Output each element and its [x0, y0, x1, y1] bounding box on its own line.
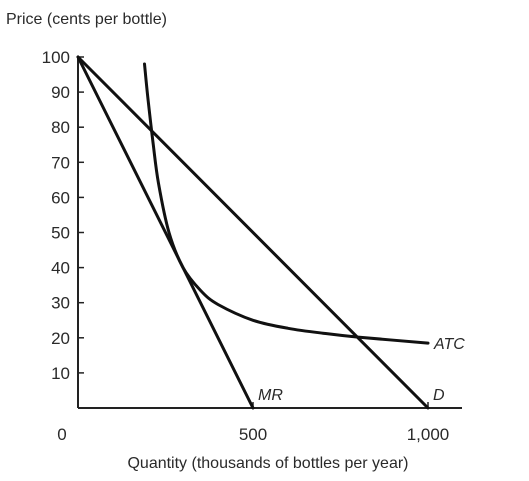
- d-curve: [76, 55, 430, 410]
- x-axis-title: Quantity (thousands of bottles per year): [127, 455, 408, 472]
- y-tick-label: 70: [51, 153, 70, 172]
- x-tick-label: 0: [57, 425, 66, 444]
- atc-curve-label: ATC: [433, 336, 465, 353]
- x-tick-label: 500: [239, 425, 267, 444]
- y-tick-label: 40: [51, 259, 70, 278]
- atc-curve: [143, 62, 430, 345]
- y-tick-label: 80: [51, 118, 70, 137]
- curve-group: [76, 55, 430, 410]
- y-tick-label: 50: [51, 224, 70, 243]
- y-tick-label: 90: [51, 83, 70, 102]
- x-tick-label: 1,000: [407, 425, 450, 444]
- d-curve-label: D: [433, 387, 445, 404]
- y-tick-label: 30: [51, 294, 70, 313]
- y-axis-title: Price (cents per bottle): [6, 11, 167, 28]
- mr-curve: [76, 55, 255, 410]
- curve-label-group: D MR ATC: [258, 336, 465, 404]
- mr-curve-label: MR: [258, 387, 283, 404]
- y-tick-label: 100: [42, 48, 70, 67]
- y-tick-label: 10: [51, 364, 70, 383]
- tick-group: 10 20 30 40 50 60 70 80 90 100 0 500 1,000: [42, 48, 450, 444]
- y-tick-label: 60: [51, 188, 70, 207]
- y-tick-label: 20: [51, 329, 70, 348]
